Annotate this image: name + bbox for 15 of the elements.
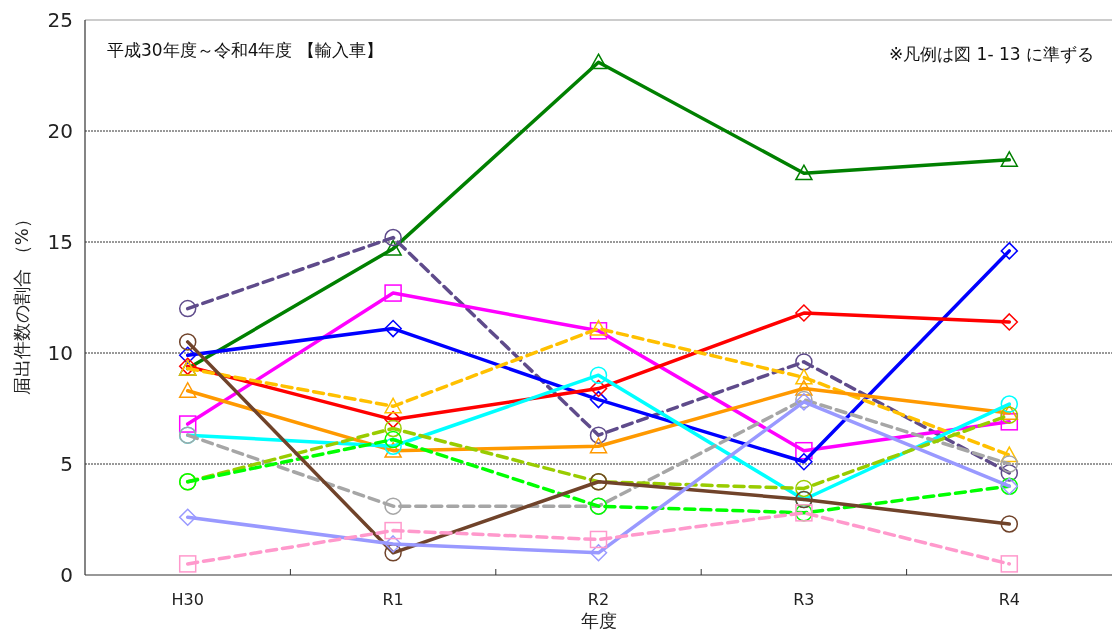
y-tick-label: 15 (47, 230, 73, 254)
y-tick-label: 25 (47, 8, 73, 32)
annotation: 平成30年度～令和4年度 【輸入車】 (107, 40, 383, 60)
x-tick-label: R3 (793, 590, 815, 609)
y-axis-title: 届出件数の割合 （%） (11, 210, 32, 395)
annotation: ※凡例は図 1- 13 に準ずる (888, 44, 1094, 64)
x-tick-label: R4 (998, 590, 1020, 609)
x-tick-label: R2 (587, 590, 610, 609)
y-tick-label: 10 (47, 341, 73, 365)
x-tick-label: H30 (171, 590, 204, 609)
x-axis-title: 年度 (580, 610, 617, 631)
y-tick-label: 20 (47, 119, 73, 143)
y-tick-label: 5 (60, 452, 73, 476)
y-tick-label: 0 (60, 563, 73, 587)
x-tick-label: R1 (382, 590, 404, 609)
